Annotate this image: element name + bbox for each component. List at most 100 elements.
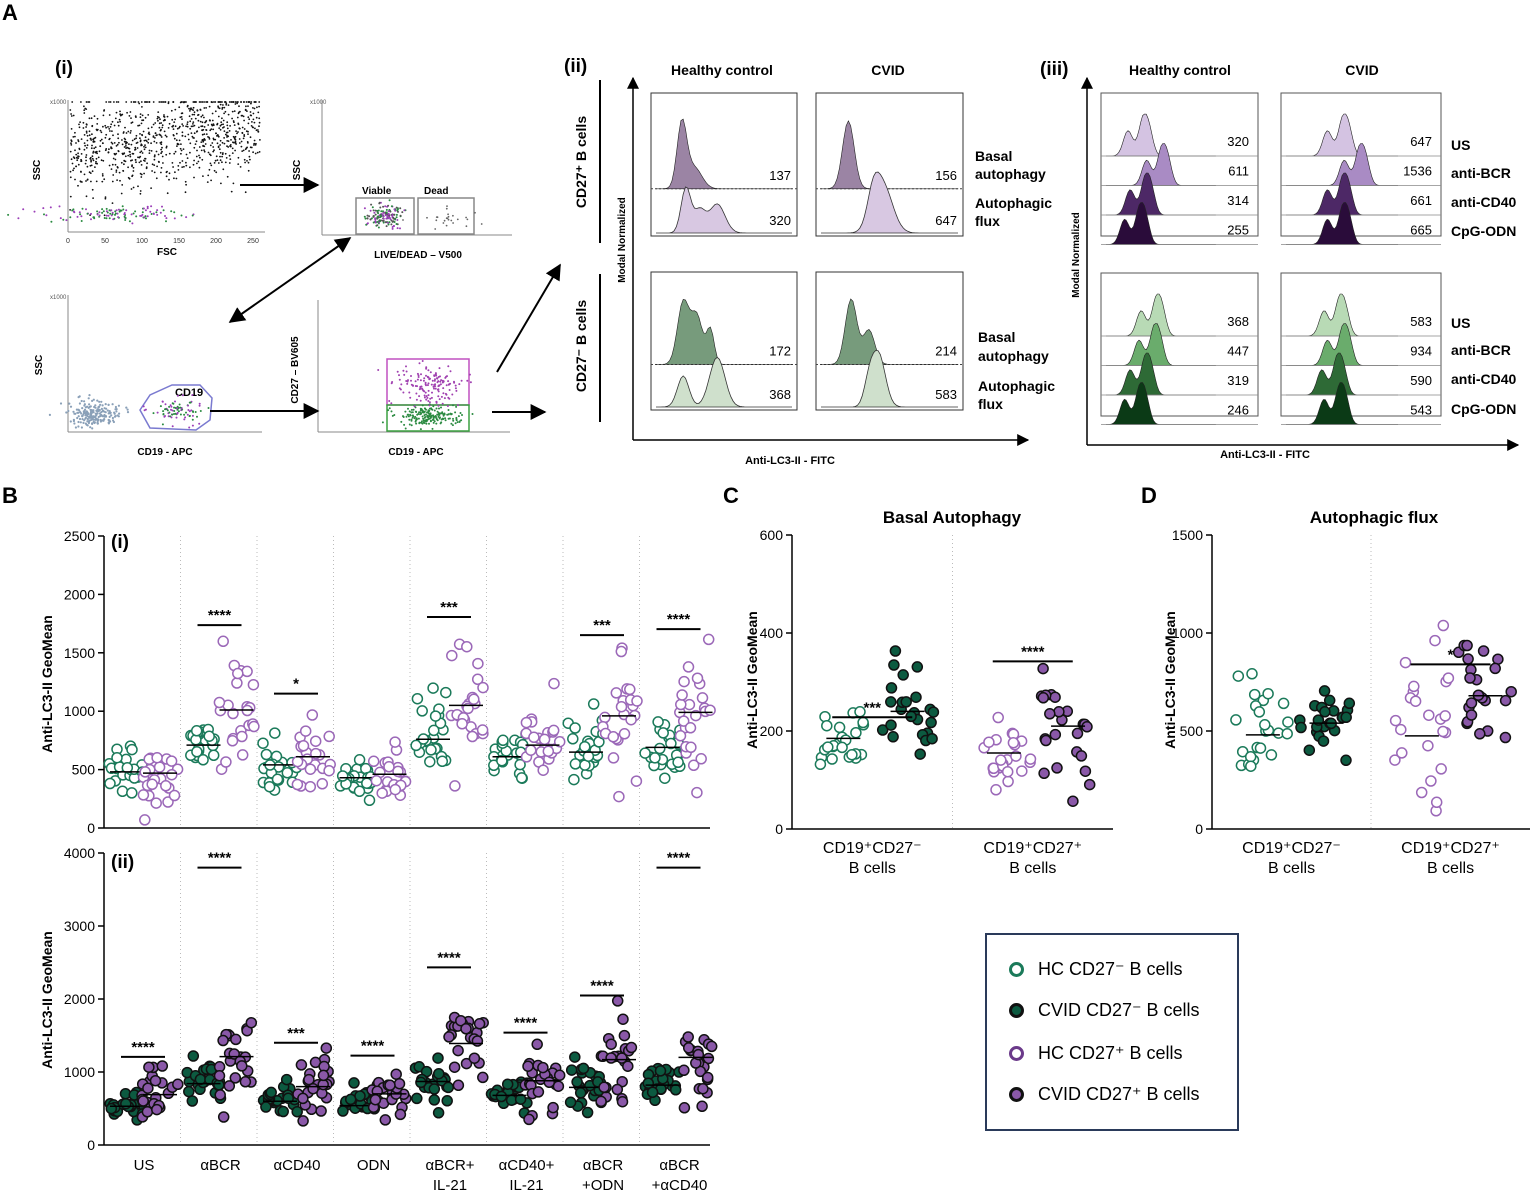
data-point [569,722,581,734]
event-dot [202,145,205,148]
panel-b-i-label: (i) [111,532,129,553]
event-dot [374,209,377,212]
a-iii-header-hc: Healthy control [1129,62,1231,78]
event-dot [161,400,164,403]
event-dot [89,156,92,159]
event-dot [156,134,158,136]
event-dot [428,407,431,410]
event-dot [407,415,410,418]
data-point [213,1070,226,1082]
panel-d-label: D [1141,483,1157,508]
data-point [172,1078,184,1091]
event-dot [200,149,203,152]
event-dot [174,108,177,111]
event-dot [116,143,119,146]
data-point [1049,691,1061,703]
fsc-ssc-xlabel: FSC [157,247,177,258]
data-point [911,661,924,673]
event-dot [255,101,257,103]
data-point [367,755,380,768]
event-dot [166,409,169,412]
event-dot [431,379,434,382]
event-dot [252,107,254,109]
event-dot [426,384,429,387]
x-tick-label: αBCR [659,1157,700,1174]
event-dot [421,388,424,391]
data-point [236,730,248,743]
event-dot [91,416,94,419]
event-dot [221,106,224,109]
data-point [537,764,549,776]
event-dot [94,412,97,415]
event-dot [449,370,452,373]
event-dot [374,217,377,220]
data-point [104,777,116,790]
data-point [320,1042,333,1054]
data-point [220,756,232,768]
event-dot [366,222,369,225]
data-point [565,1064,578,1076]
event-dot [156,411,159,414]
event-dot [83,134,86,136]
event-dot [163,130,166,133]
flow-plot-cd27-cd19: CD27 – BV605 CD19 - APC [290,300,510,458]
event-dot [77,155,80,158]
event-dot [110,147,113,150]
data-point [568,773,580,786]
event-dot [376,209,379,212]
event-dot [70,115,73,117]
event-dot [176,412,179,415]
legend: HC CD27⁻ B cells CVID CD27⁻ B cells HC C… [985,933,1239,1131]
event-dot [139,172,142,175]
event-dot [453,381,456,384]
event-dot [90,418,93,421]
event-dot [105,101,108,103]
event-dot [442,413,445,416]
data-point [226,735,239,747]
event-dot [72,419,75,423]
event-dot [140,122,143,125]
data-point [137,789,150,801]
histogram-frame [1100,272,1259,417]
event-dot [65,411,68,414]
event-dot [388,407,391,410]
event-dot [153,171,156,174]
event-dot [208,105,211,108]
event-dot [170,210,173,213]
event-dot [425,420,428,422]
event-dot [130,188,133,190]
event-dot [96,129,98,132]
event-dot [223,142,226,145]
event-dot [86,405,89,408]
event-dot [244,191,247,194]
event-dot [253,142,256,145]
fsc-ssc-ylabel: SSC [32,160,43,181]
event-dot [217,106,220,109]
event-dot [201,121,204,124]
event-dot [408,418,411,421]
event-dot [78,402,81,405]
event-dot [102,142,104,145]
event-dot [225,102,228,105]
event-dot [211,142,214,144]
event-dot [171,425,174,428]
data-point [618,728,631,740]
legend-filled-green-icon [1009,1002,1024,1018]
flow-plot-fsc-ssc: x1000 SSC FSC 0 50 100 150 200 250 [7,100,265,258]
data-point [1439,710,1451,722]
svg-text:autophagy: autophagy [978,348,1049,364]
event-dot [440,379,443,382]
event-dot [22,208,25,211]
event-dot [109,126,112,128]
event-dot [213,169,216,172]
event-dot [143,139,146,142]
event-dot [189,151,191,154]
event-dot [208,138,211,140]
data-point [850,726,862,739]
event-dot [198,422,201,425]
event-dot [100,138,103,141]
event-dot [372,209,375,212]
event-dot [201,101,204,103]
event-dot [104,196,107,199]
event-dot [77,184,79,187]
